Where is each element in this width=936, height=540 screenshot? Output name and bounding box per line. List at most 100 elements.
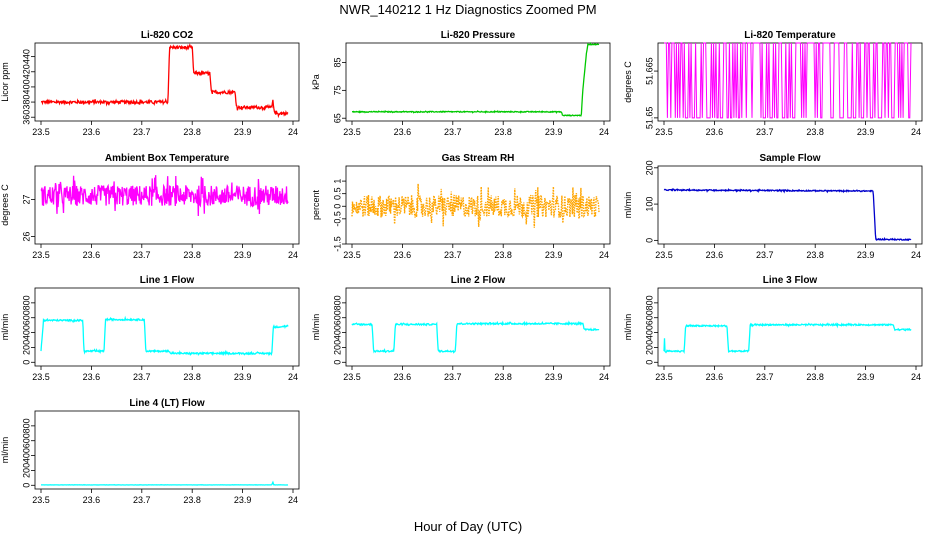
- x-tick-label: 23.7: [444, 127, 462, 137]
- x-tick-label: 23.8: [806, 127, 824, 137]
- panel-7: Line 1 Flow ml/min 23.5 23.6 23.7 23.8 23.9 24 0…: [0, 275, 300, 382]
- y-axis-label: ml/min: [0, 314, 10, 341]
- x-tick-label: 24: [599, 127, 609, 137]
- y-axis-label: ml/min: [623, 314, 633, 341]
- x-tick-label: 23.7: [756, 127, 774, 137]
- x-tick-label: 23.8: [494, 250, 512, 260]
- data-series-line: [663, 322, 912, 354]
- y-tick-label: 200: [644, 160, 654, 175]
- y-tick-label: 800: [21, 418, 31, 433]
- y-tick-label: 600: [332, 310, 342, 325]
- y-tick-label: 0: [21, 483, 31, 488]
- x-tick-label: 23.9: [857, 127, 875, 137]
- panel-10: Line 4 (LT) Flow ml/min 23.5 23.6 23.7 23.8 23…: [0, 398, 300, 505]
- data-series-line: [664, 42, 912, 119]
- y-tick-label: -1.5: [332, 236, 342, 252]
- panel-title: Sample Flow: [759, 153, 820, 164]
- x-tick-label: 24: [911, 127, 921, 137]
- plot-frame: [34, 410, 300, 490]
- panel-9: Line 3 Flow ml/min 23.5 23.6 23.7 23.8 23.9 24 0…: [623, 275, 923, 382]
- x-tick-label: 23.8: [183, 495, 201, 505]
- panel-5: Gas Stream RH percent 23.5 23.6 23.7 23.8 23.9…: [311, 153, 611, 260]
- x-tick-label: 23.7: [756, 372, 774, 382]
- x-tick-label: 24: [599, 250, 609, 260]
- figure-xlabel: Hour of Day (UTC): [414, 519, 522, 534]
- plot-frame: [657, 165, 923, 245]
- x-tick-label: 23.9: [234, 127, 252, 137]
- x-tick-label: 23.6: [83, 250, 101, 260]
- y-tick-label: 400: [21, 448, 31, 463]
- plot-frame: [345, 287, 611, 367]
- x-tick-label: 23.9: [234, 250, 252, 260]
- x-tick-label: 23.6: [394, 127, 412, 137]
- y-tick-label: 0: [644, 360, 654, 365]
- y-tick-label: 27: [21, 194, 31, 204]
- y-tick-label: 600: [21, 310, 31, 325]
- x-tick-label: 23.5: [655, 250, 673, 260]
- x-tick-label: 23.9: [234, 372, 252, 382]
- x-tick-label: 23.6: [83, 495, 101, 505]
- panel-title: Li-820 CO2: [141, 30, 194, 41]
- x-tick-label: 23.5: [655, 127, 673, 137]
- y-tick-label: 85: [332, 57, 342, 67]
- plot-frame: [34, 287, 300, 367]
- x-tick-label: 23.5: [32, 250, 50, 260]
- x-tick-label: 23.8: [183, 250, 201, 260]
- y-tick-label: 0: [644, 238, 654, 243]
- panel-title: Li-820 Pressure: [441, 30, 516, 41]
- panel-title: Line 1 Flow: [140, 275, 195, 286]
- plot-frame: [345, 165, 611, 245]
- plot-frame: [34, 165, 300, 245]
- x-tick-label: 23.5: [655, 372, 673, 382]
- y-tick-label: 51.665: [644, 57, 654, 85]
- y-tick-label: 200: [21, 463, 31, 478]
- y-tick-label: 400: [21, 79, 31, 94]
- y-axis-label: ml/min: [623, 192, 633, 219]
- x-tick-label: 23.7: [133, 495, 151, 505]
- y-tick-label: 800: [332, 295, 342, 310]
- x-tick-label: 23.6: [706, 250, 724, 260]
- y-tick-label: 400: [332, 325, 342, 340]
- y-tick-label: 440: [21, 49, 31, 64]
- panel-6: Sample Flow ml/min 23.5 23.6 23.7 23.8 23.9 24 0…: [623, 153, 923, 260]
- y-tick-label: 0: [21, 360, 31, 365]
- panel-title: Line 3 Flow: [763, 275, 818, 286]
- x-tick-label: 24: [911, 372, 921, 382]
- plot-frame: [657, 287, 923, 367]
- panel-8: Line 2 Flow ml/min 23.5 23.6 23.7 23.8 23.9 24 0…: [311, 275, 611, 382]
- x-tick-label: 23.7: [133, 250, 151, 260]
- y-tick-label: 360: [21, 110, 31, 125]
- panel-2: Li-820 Pressure kPa 23.5 23.6 23.7 23.8 23.9 24…: [311, 30, 611, 137]
- x-tick-label: 23.8: [183, 372, 201, 382]
- x-tick-label: 23.8: [494, 372, 512, 382]
- x-tick-label: 23.6: [83, 372, 101, 382]
- y-tick-label: 200: [644, 340, 654, 355]
- y-tick-label: 380: [21, 95, 31, 110]
- x-tick-label: 23.7: [133, 372, 151, 382]
- x-tick-label: 24: [288, 495, 298, 505]
- plot-frame: [345, 42, 611, 122]
- panels: Li-820 CO2 Licor ppm 23.5 23.6 23.7 23.8 23.9 2…: [0, 30, 923, 505]
- y-tick-label: -0.5: [332, 211, 342, 227]
- y-tick-label: 26: [21, 232, 31, 242]
- data-series-line: [351, 320, 600, 354]
- y-tick-label: 400: [644, 325, 654, 340]
- x-tick-label: 23.5: [32, 372, 50, 382]
- y-tick-label: 100: [644, 197, 654, 212]
- x-tick-label: 23.9: [545, 127, 563, 137]
- data-series-line: [41, 480, 289, 486]
- y-tick-label: 1: [332, 179, 342, 184]
- x-tick-label: 23.8: [183, 127, 201, 137]
- x-tick-label: 23.8: [494, 127, 512, 137]
- x-tick-label: 23.9: [857, 250, 875, 260]
- data-series-line: [352, 42, 600, 117]
- data-series-line: [351, 183, 600, 228]
- y-axis-label: degrees C: [623, 61, 633, 103]
- y-axis-label: kPa: [311, 74, 321, 90]
- x-tick-label: 23.9: [545, 372, 563, 382]
- data-series-line: [663, 187, 912, 242]
- figure-title: NWR_140212 1 Hz Diagnostics Zoomed PM: [339, 2, 596, 17]
- x-tick-label: 24: [288, 372, 298, 382]
- data-series-line: [40, 43, 289, 119]
